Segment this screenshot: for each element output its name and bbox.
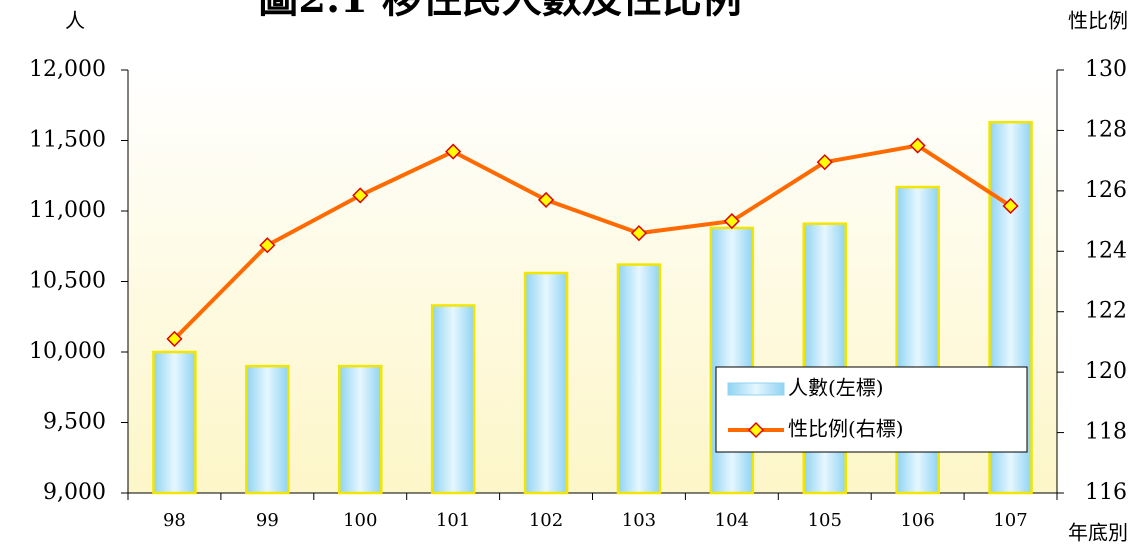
bar [430, 304, 476, 495]
marker [816, 154, 833, 171]
y2-tick-label: 120 [1085, 359, 1127, 384]
bar [523, 271, 569, 495]
bar [709, 226, 755, 495]
marker [1002, 197, 1019, 215]
y2-tick-label: 122 [1085, 299, 1127, 324]
marker [723, 213, 740, 230]
y2-tick-label: 116 [1085, 480, 1127, 505]
marker [352, 187, 369, 204]
x-axis-label: 年底別 [1068, 521, 1128, 545]
y2-tick-label: 126 [1085, 178, 1127, 203]
legend-label: 性比例(右標) [788, 417, 904, 441]
marker [909, 137, 926, 154]
y-tick-label: 12,000 [29, 57, 106, 82]
line [173, 143, 1012, 341]
marker [537, 191, 555, 208]
y-tick-label: 10,000 [29, 339, 106, 364]
chart-title: 圖2.1 移住民人數及性比例 [258, 0, 742, 22]
marker [630, 225, 648, 242]
y-tick-label: 10,500 [29, 269, 106, 294]
x-tick-label: 105 [808, 510, 842, 531]
bar [245, 364, 290, 495]
bar [802, 222, 847, 495]
legend-box [715, 366, 1028, 453]
legend-swatch [727, 382, 785, 396]
x-tick-label: 107 [993, 510, 1027, 531]
legend-label: 人數(左標) [788, 376, 884, 400]
y-axis-label: 人 [65, 9, 85, 33]
y-tick-label: 11,500 [29, 128, 106, 153]
y-tick-label: 9,500 [43, 410, 106, 435]
x-tick-label: 100 [343, 510, 377, 531]
x-tick-label: 104 [715, 510, 749, 531]
y2-tick-label: 130 [1085, 57, 1127, 82]
x-tick-label: 101 [436, 510, 470, 531]
y-tick-label: 9,000 [43, 480, 106, 505]
marker [166, 330, 183, 347]
x-tick-label: 103 [622, 510, 656, 531]
bar [152, 350, 197, 495]
legend-marker [747, 421, 765, 439]
y2-tick-label: 124 [1085, 238, 1127, 263]
x-tick-label: 106 [900, 510, 934, 531]
x-tick-label: 98 [163, 510, 186, 531]
y2-axis-label: 性比例 [1068, 9, 1128, 33]
x-tick-label: 102 [529, 510, 563, 531]
marker [445, 143, 462, 160]
bar [338, 364, 383, 495]
x-tick-label: 99 [256, 510, 279, 531]
bar [616, 263, 662, 495]
y-tick-label: 11,000 [29, 198, 106, 223]
marker [259, 237, 276, 254]
y2-tick-label: 128 [1085, 117, 1127, 142]
y2-tick-label: 118 [1085, 420, 1127, 445]
